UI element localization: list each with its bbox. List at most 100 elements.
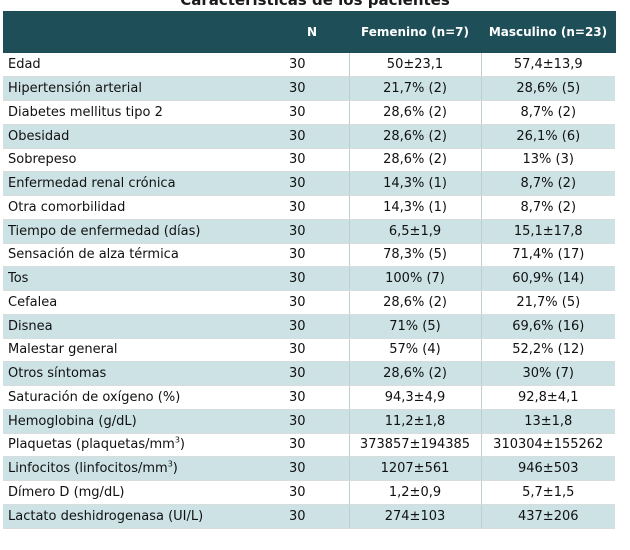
row-label-superscript: 3	[167, 459, 173, 469]
header-femenino: Femenino (n=7)	[349, 11, 482, 53]
row-label-text: Malestar general	[8, 342, 118, 358]
row-label-text: Otra comorbilidad	[8, 199, 126, 215]
table-row: Tos 30 100% (7) 60,9% (14)	[3, 266, 615, 291]
table-row: Hemoglobina (g/dL) 30 11,2±1,8 13±1,8	[3, 409, 615, 434]
row-femenino: 28,6% (2)	[348, 290, 481, 315]
table-row: Obesidad 30 28,6% (2) 26,1% (6)	[3, 124, 615, 149]
row-label-text: Cefalea	[8, 294, 58, 310]
row-n: 30	[275, 171, 349, 196]
row-label: Otra comorbilidad	[3, 195, 275, 220]
row-label-text: Linfocitos (linfocitos/mm	[8, 461, 168, 477]
table-row: Diabetes mellitus tipo 2 30 28,6% (2) 8,7% …	[3, 100, 615, 125]
row-label-end: )	[172, 461, 178, 477]
row-femenino: 28,6% (2)	[348, 361, 481, 386]
row-label-text: Lactato deshidrogenasa (UI/L)	[8, 508, 204, 524]
row-masculino: 15,1±17,8	[480, 219, 615, 244]
row-masculino: 28,6% (5)	[480, 76, 615, 101]
row-femenino: 1,2±0,9	[348, 480, 481, 505]
row-label-text: Plaquetas (plaquetas/mm	[8, 437, 175, 453]
row-masculino: 30% (7)	[480, 361, 615, 386]
row-label-text: Hipertensión arterial	[8, 81, 142, 97]
header-masculino: Masculino (n=23)	[481, 11, 616, 53]
row-n: 30	[275, 504, 349, 529]
row-femenino: 373857±194385	[348, 433, 481, 458]
row-femenino: 14,3% (1)	[348, 171, 481, 196]
row-masculino: 8,7% (2)	[480, 195, 615, 220]
row-label: Edad	[3, 53, 275, 78]
row-n: 30	[275, 456, 349, 481]
row-label-end: )	[179, 437, 185, 453]
row-label: Diabetes mellitus tipo 2	[3, 100, 275, 125]
row-label-text: Disnea	[8, 318, 53, 334]
row-femenino: 6,5±1,9	[348, 219, 481, 244]
table-body: Edad 30 50±23,1 57,4±13,9 Hipertensión arter…	[3, 53, 615, 529]
row-n: 30	[275, 409, 349, 434]
row-masculino: 5,7±1,5	[480, 480, 615, 505]
row-n: 30	[275, 314, 349, 339]
row-masculino: 946±503	[480, 456, 615, 481]
table-row: Otra comorbilidad 30 14,3% (1) 8,7% (2)	[3, 195, 615, 220]
table-row: Enfermedad renal crónica 30 14,3% (1) 8,7% …	[3, 171, 615, 196]
row-label: Sensación de alza térmica	[3, 243, 275, 268]
table-row: Cefalea 30 28,6% (2) 21,7% (5)	[3, 290, 615, 315]
row-n: 30	[275, 338, 349, 363]
row-n: 30	[275, 195, 349, 220]
row-label: Obesidad	[3, 124, 275, 149]
row-label: Tiempo de enfermedad (días)	[3, 219, 275, 244]
table-row: Saturación de oxígeno (%) 30 94,3±4,9 92,8±…	[3, 385, 615, 410]
row-femenino: 71% (5)	[348, 314, 481, 339]
row-femenino: 28,6% (2)	[348, 100, 481, 125]
table-row: Disnea 30 71% (5) 69,6% (16)	[3, 314, 615, 339]
row-masculino: 21,7% (5)	[480, 290, 615, 315]
row-n: 30	[275, 124, 349, 149]
row-n: 30	[275, 480, 349, 505]
header-row: N Femenino (n=7) Masculino (n=23)	[3, 11, 616, 53]
row-masculino: 71,4% (17)	[480, 243, 615, 268]
table-title-text: Características de los pacientes	[180, 0, 450, 9]
row-label-text: Diabetes mellitus tipo 2	[8, 104, 163, 120]
row-n: 30	[275, 243, 349, 268]
table-row: Dímero D (mg/dL) 30 1,2±0,9 5,7±1,5	[3, 480, 615, 505]
table-header: N Femenino (n=7) Masculino (n=23)	[3, 11, 616, 53]
row-label: Plaquetas (plaquetas/mm3)	[3, 433, 275, 458]
row-masculino: 92,8±4,1	[480, 385, 615, 410]
row-label-text: Sobrepeso	[8, 152, 77, 168]
row-femenino: 21,7% (2)	[348, 76, 481, 101]
row-label-text: Dímero D (mg/dL)	[8, 484, 125, 500]
row-masculino: 26,1% (6)	[480, 124, 615, 149]
table-row: Linfocitos (linfocitos/mm3) 30 1207±561 946…	[3, 456, 615, 481]
table-row: Sobrepeso 30 28,6% (2) 13% (3)	[3, 148, 615, 173]
row-label-text: Hemoglobina (g/dL)	[8, 413, 137, 429]
row-masculino: 60,9% (14)	[480, 266, 615, 291]
row-label-text: Otros síntomas	[8, 366, 107, 382]
row-masculino: 13±1,8	[480, 409, 615, 434]
row-label: Hemoglobina (g/dL)	[3, 409, 275, 434]
row-masculino: 52,2% (12)	[480, 338, 615, 363]
row-n: 30	[275, 290, 349, 315]
row-label: Enfermedad renal crónica	[3, 171, 275, 196]
table-row: Lactato deshidrogenasa (UI/L) 30 274±103 43…	[3, 504, 615, 529]
table-row: Sensación de alza térmica 30 78,3% (5) 71,4…	[3, 243, 615, 268]
row-masculino: 57,4±13,9	[480, 53, 615, 78]
patient-characteristics-table: N Femenino (n=7) Masculino (n=23) Edad 30…	[3, 11, 616, 529]
table-row: Hipertensión arterial 30 21,7% (2) 28,6% (5…	[3, 76, 615, 101]
row-label: Dímero D (mg/dL)	[3, 480, 275, 505]
row-label: Hipertensión arterial	[3, 76, 275, 101]
row-label: Otros síntomas	[3, 361, 275, 386]
table-row: Edad 30 50±23,1 57,4±13,9	[3, 53, 615, 78]
table-title: Características de los pacientes	[0, 0, 630, 10]
row-femenino: 274±103	[348, 504, 481, 529]
row-n: 30	[275, 385, 349, 410]
row-masculino: 437±206	[480, 504, 615, 529]
row-n: 30	[275, 100, 349, 125]
row-n: 30	[275, 76, 349, 101]
row-n: 30	[275, 219, 349, 244]
table-row: Otros síntomas 30 28,6% (2) 30% (7)	[3, 361, 615, 386]
table-row: Malestar general 30 57% (4) 52,2% (12)	[3, 338, 615, 363]
row-masculino: 13% (3)	[480, 148, 615, 173]
row-label-text: Tos	[8, 271, 29, 287]
row-femenino: 28,6% (2)	[348, 124, 481, 149]
row-n: 30	[275, 266, 349, 291]
row-n: 30	[275, 148, 349, 173]
row-femenino: 100% (7)	[348, 266, 481, 291]
